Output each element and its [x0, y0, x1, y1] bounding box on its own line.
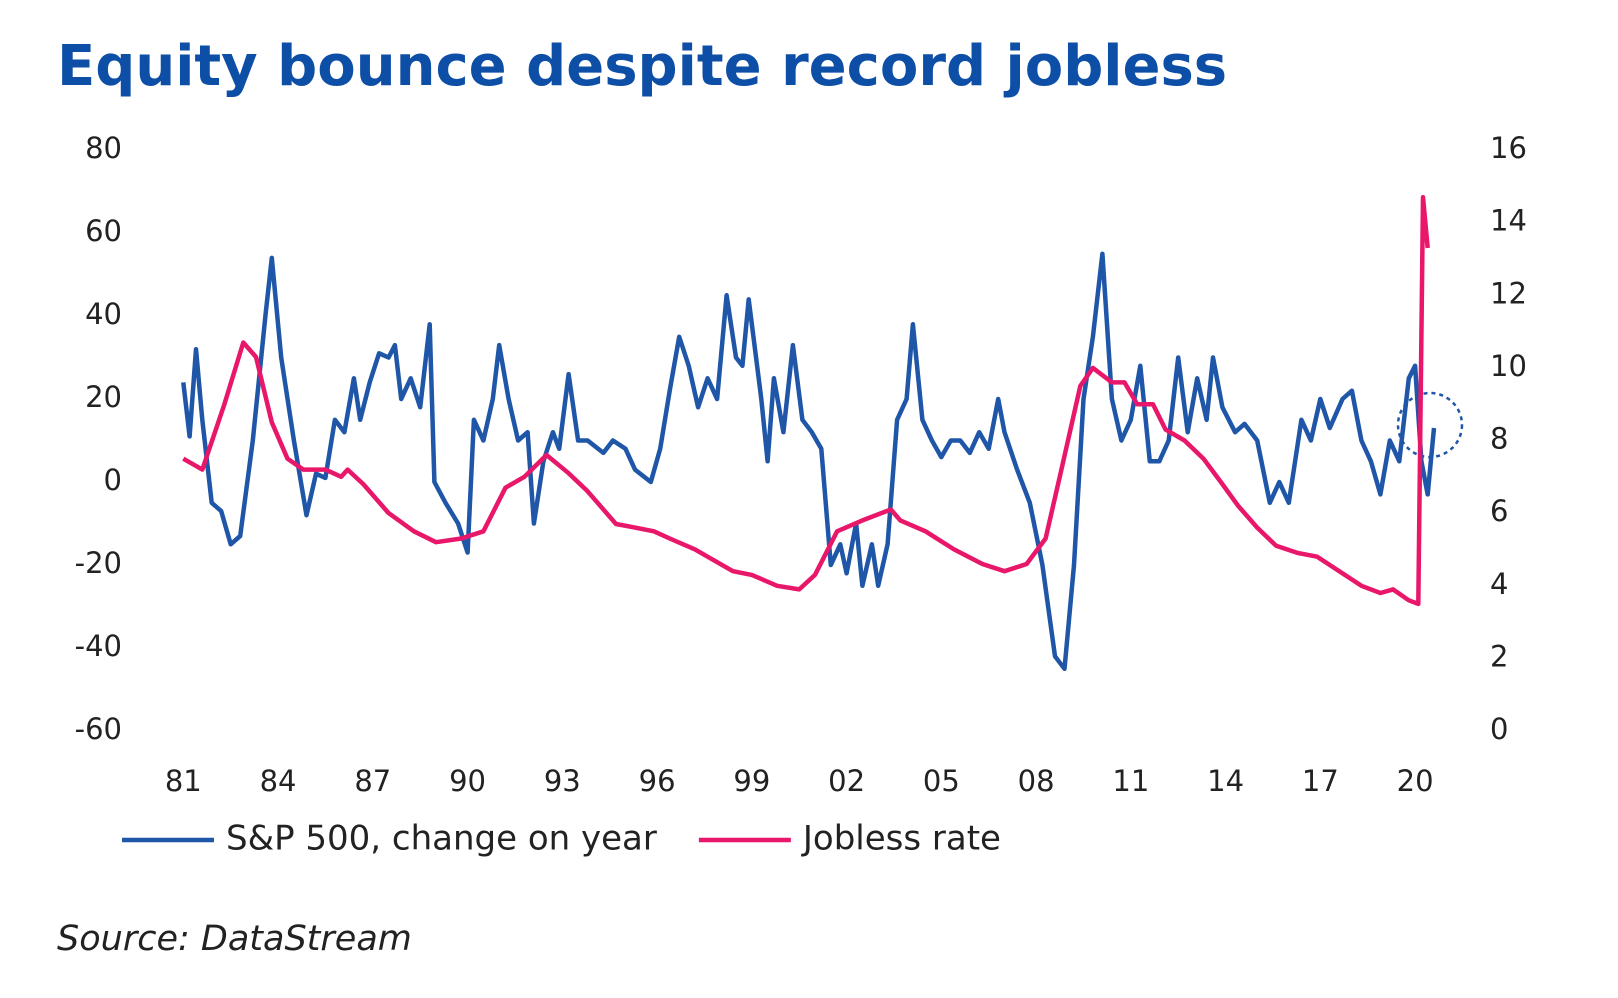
x-tick-label: 11	[1112, 764, 1149, 798]
x-tick-label: 05	[923, 764, 960, 798]
chart-title: Equity bounce despite record jobless	[57, 34, 1227, 99]
series-line	[181, 251, 1437, 672]
y2-tick-label: 4	[1490, 567, 1508, 601]
y-tick-label: 0	[104, 463, 122, 497]
y2-tick-label: 10	[1490, 349, 1527, 383]
y2-tick-label: 2	[1490, 639, 1508, 673]
x-tick-label: 96	[639, 764, 676, 798]
x-tick-label: 14	[1207, 764, 1244, 798]
x-tick-label: 84	[260, 764, 297, 798]
x-tick-label: 87	[354, 764, 391, 798]
x-tick-label: 81	[165, 764, 202, 798]
x-tick-label: 90	[449, 764, 486, 798]
y2-tick-label: 14	[1490, 204, 1527, 238]
y-tick-label: -60	[75, 712, 122, 746]
x-tick-label: 20	[1397, 764, 1434, 798]
y-tick-label: -40	[75, 629, 122, 663]
x-tick-label: 99	[733, 764, 770, 798]
y2-tick-label: 12	[1490, 276, 1527, 310]
source-note: Source: DataStream	[57, 919, 412, 959]
y2-tick-label: 8	[1490, 422, 1508, 456]
x-tick-label: 08	[1018, 764, 1055, 798]
legend-label: S&P 500, change on year	[226, 819, 657, 859]
y-tick-label: -20	[75, 546, 122, 580]
y-tick-label: 80	[85, 131, 122, 165]
x-tick-label: 02	[828, 764, 865, 798]
y-tick-label: 40	[85, 297, 122, 331]
x-tick-label: 17	[1302, 764, 1339, 798]
y2-tick-label: 6	[1490, 494, 1508, 528]
series-line	[182, 194, 1430, 607]
x-tick-label: 93	[544, 764, 581, 798]
y2-tick-label: 0	[1490, 712, 1508, 746]
y-tick-label: 20	[85, 380, 122, 414]
y-tick-label: 60	[85, 214, 122, 248]
legend-label: Jobless rate	[801, 819, 1001, 859]
y2-tick-label: 16	[1490, 131, 1527, 165]
